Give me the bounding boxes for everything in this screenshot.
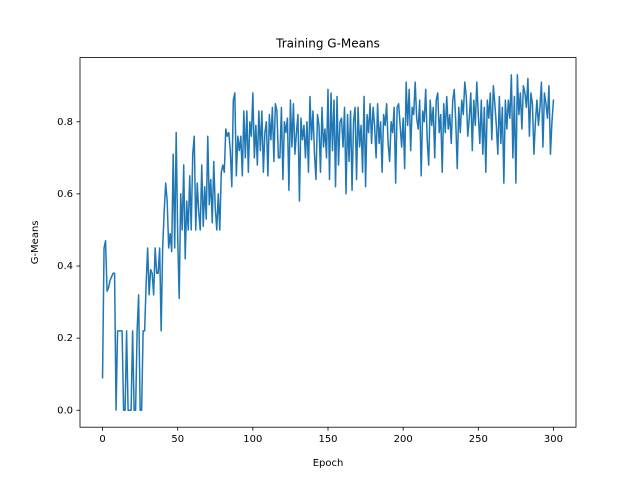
x-tick-label: 100: [243, 434, 262, 445]
y-tick-label: 0.2: [57, 333, 73, 344]
x-axis-label: Epoch: [313, 458, 344, 469]
y-tick-label: 0.6: [57, 189, 73, 200]
y-tick-label: 0.0: [57, 405, 73, 416]
x-tick-label: 0: [99, 434, 105, 445]
chart-title: Training G-Means: [275, 37, 380, 51]
data-line: [101, 74, 555, 411]
x-tick-label: 300: [544, 434, 563, 445]
x-tick-label: 50: [171, 434, 184, 445]
y-axis-label: G-Means: [30, 220, 41, 264]
plot-frame: [79, 57, 577, 428]
y-tick-label: 0.4: [57, 261, 73, 272]
x-tick-label: 150: [318, 434, 337, 445]
y-tick-label: 0.8: [57, 117, 73, 128]
x-tick-label: 250: [469, 434, 488, 445]
x-tick-label: 200: [394, 434, 413, 445]
